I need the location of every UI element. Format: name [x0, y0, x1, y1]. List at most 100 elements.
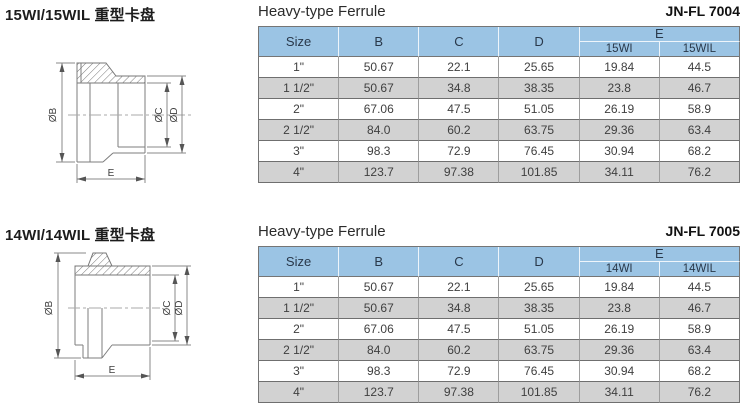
- cell-c: 34.8: [419, 298, 500, 319]
- cell-d: 38.35: [499, 298, 580, 319]
- table-title-row-2: Heavy-type Ferrule JN-FL 7005: [258, 223, 740, 240]
- cell-d: 76.45: [499, 361, 580, 382]
- col-header-d: D: [499, 247, 580, 277]
- col-header-size: Size: [259, 27, 340, 57]
- col-header-b: B: [339, 27, 420, 57]
- cell-c: 47.5: [419, 319, 500, 340]
- cell-e2: 44.5: [659, 57, 740, 78]
- cell-b: 98.3: [339, 361, 420, 382]
- cell-size: 1": [259, 57, 340, 78]
- cell-d: 25.65: [499, 277, 580, 298]
- cell-c: 22.1: [419, 57, 500, 78]
- col-header-15wi: 15WI: [579, 42, 660, 57]
- cell-e2: 68.2: [659, 141, 740, 162]
- dim-label-c: ØC: [154, 108, 165, 123]
- dim-label-c: ØC: [162, 301, 173, 316]
- header-row-sub: 15WI 15WIL: [259, 42, 740, 57]
- spec-table-15wi: Size B C D E 15WI 15WIL 1" 50.67 22.1 25…: [258, 26, 740, 183]
- table-row: 2" 67.06 47.5 51.05 26.19 58.9: [259, 319, 740, 340]
- cell-e1: 26.19: [579, 319, 660, 340]
- cell-c: 72.9: [419, 141, 500, 162]
- cell-c: 60.2: [419, 120, 500, 141]
- dim-label-b: ØB: [44, 300, 55, 315]
- cell-e1: 34.11: [579, 162, 660, 183]
- table-row: 4" 123.7 97.38 101.85 34.11 76.2: [259, 162, 740, 183]
- cell-e2: 63.4: [659, 120, 740, 141]
- cell-c: 47.5: [419, 99, 500, 120]
- cell-e1: 29.36: [579, 120, 660, 141]
- col-header-e: E: [579, 27, 740, 42]
- table-title-row-1: Heavy-type Ferrule JN-FL 7004: [258, 3, 740, 20]
- dim-label-d: ØD: [169, 108, 180, 123]
- table-row: 4" 123.7 97.38 101.85 34.11 76.2: [259, 382, 740, 403]
- dim-label-d: ØD: [174, 301, 185, 316]
- table-row: 1 1/2" 50.67 34.8 38.35 23.8 46.7: [259, 78, 740, 99]
- cell-b: 50.67: [339, 277, 420, 298]
- cell-d: 63.75: [499, 340, 580, 361]
- section-title-15wi: 15WI/15WIL 重型卡盘: [5, 7, 156, 24]
- table-row: 3" 98.3 72.9 76.45 30.94 68.2: [259, 141, 740, 162]
- table-row: 1 1/2" 50.67 34.8 38.35 23.8 46.7: [259, 298, 740, 319]
- header-row-main: Size B C D E: [259, 27, 740, 57]
- cell-b: 50.67: [339, 78, 420, 99]
- model-number: JN-FL 7005: [665, 223, 740, 239]
- cell-e2: 58.9: [659, 319, 740, 340]
- cell-d: 38.35: [499, 78, 580, 99]
- cell-e2: 63.4: [659, 340, 740, 361]
- cell-e1: 19.84: [579, 57, 660, 78]
- col-header-b: B: [339, 247, 420, 277]
- cell-b: 123.7: [339, 382, 420, 403]
- table-row: 3" 98.3 72.9 76.45 30.94 68.2: [259, 361, 740, 382]
- cell-b: 84.0: [339, 120, 420, 141]
- cell-e2: 46.7: [659, 78, 740, 99]
- col-header-15wil: 15WIL: [659, 42, 740, 57]
- cell-size: 1 1/2": [259, 78, 340, 99]
- header-row-sub: 14WI 14WIL: [259, 262, 740, 277]
- cell-b: 98.3: [339, 141, 420, 162]
- cell-d: 25.65: [499, 57, 580, 78]
- cell-d: 51.05: [499, 319, 580, 340]
- model-number: JN-FL 7004: [665, 3, 740, 19]
- cell-e2: 76.2: [659, 162, 740, 183]
- table-row: 2 1/2" 84.0 60.2 63.75 29.36 63.4: [259, 120, 740, 141]
- col-header-14wi: 14WI: [579, 262, 660, 277]
- cell-c: 22.1: [419, 277, 500, 298]
- dimension-lines: [56, 62, 186, 183]
- cell-e1: 34.11: [579, 382, 660, 403]
- cell-size: 1 1/2": [259, 298, 340, 319]
- cell-b: 67.06: [339, 99, 420, 120]
- dim-label-e: E: [109, 365, 116, 376]
- cell-e2: 46.7: [659, 298, 740, 319]
- technical-drawing-14wi: ØB ØC ØD E: [44, 252, 191, 380]
- cell-size: 3": [259, 361, 340, 382]
- col-header-c: C: [419, 247, 500, 277]
- cell-size: 2": [259, 319, 340, 340]
- col-header-size: Size: [259, 247, 340, 277]
- table-row: 2" 67.06 47.5 51.05 26.19 58.9: [259, 99, 740, 120]
- cell-size: 2 1/2": [259, 340, 340, 361]
- section-hatch: [76, 62, 146, 84]
- cell-e2: 58.9: [659, 99, 740, 120]
- col-header-d: D: [499, 27, 580, 57]
- cell-e1: 30.94: [579, 141, 660, 162]
- cell-e2: 68.2: [659, 361, 740, 382]
- dim-label-b: ØB: [48, 107, 59, 122]
- dimension-lines: [54, 252, 191, 380]
- cell-e1: 23.8: [579, 298, 660, 319]
- cell-d: 101.85: [499, 162, 580, 183]
- col-header-e: E: [579, 247, 740, 262]
- cell-e1: 29.36: [579, 340, 660, 361]
- cell-e2: 44.5: [659, 277, 740, 298]
- table-title: Heavy-type Ferrule: [258, 223, 386, 240]
- cell-size: 3": [259, 141, 340, 162]
- cell-e1: 30.94: [579, 361, 660, 382]
- part-outline: [74, 266, 151, 359]
- cell-c: 97.38: [419, 162, 500, 183]
- col-header-c: C: [419, 27, 500, 57]
- cell-size: 4": [259, 162, 340, 183]
- section-hatch-wall: [74, 265, 151, 276]
- cell-c: 34.8: [419, 78, 500, 99]
- part-outline: [76, 63, 146, 163]
- cell-d: 63.75: [499, 120, 580, 141]
